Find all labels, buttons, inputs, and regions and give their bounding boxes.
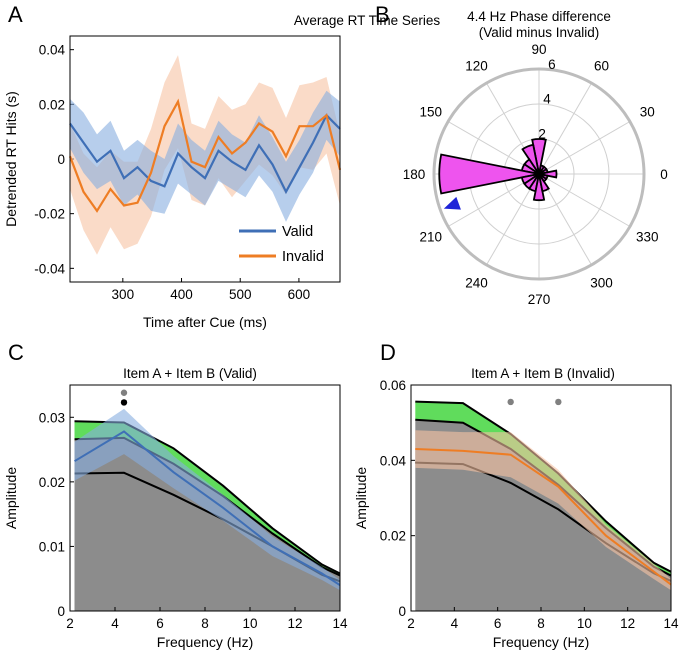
radius-tick-label: 4 [543,92,551,107]
significance-marker [120,399,128,406]
y-tick-label: 0.01 [39,539,65,554]
angle-label: 150 [419,105,442,120]
legend-invalid-label: Invalid [282,249,324,265]
angle-label: 90 [531,42,546,57]
panel-b-subtitle: (Valid minus Invalid) [479,25,600,40]
panel-a-xlabel: Time after Cue (ms) [143,314,267,330]
y-tick-label: 0.03 [39,410,65,425]
panel-d-letter: D [380,340,396,365]
y-tick-label: 0.04 [380,453,407,468]
x-tick-label: 10 [242,616,257,631]
y-tick-label: 0 [398,604,406,619]
radius-tick-label: 2 [538,126,546,141]
x-tick-label: 14 [663,616,679,631]
panel-a-letter: A [8,2,23,27]
data-error-band [415,430,671,591]
panel-a: A Average RT Time Series 300 400 500 600 -0.… [3,2,440,330]
panel-a-legend: Valid Invalid [239,224,324,265]
y-tick-label: 0.02 [39,97,65,112]
x-tick-label: 2 [66,616,74,631]
y-tick-label: 0.06 [380,378,406,393]
panel-c-title: Item A + Item B (Valid) [123,366,257,381]
polar-bar [538,173,549,181]
panel-c-xlabel: Frequency (Hz) [157,634,253,650]
panel-a-title: Average RT Time Series [294,13,441,28]
angle-label: 210 [419,230,442,245]
polar-bar [438,153,540,195]
angle-label: 180 [403,167,426,182]
panel-b-letter: B [375,2,390,27]
significance-marker [507,398,514,406]
y-tick-label: 0.02 [380,529,406,544]
x-tick-label: 4 [111,616,119,631]
angle-label: 240 [465,275,488,290]
angular-gridline [538,82,592,175]
panel-c-axes-box [69,384,341,612]
radius-tick-label: 6 [548,57,556,72]
angular-gridline [538,173,631,227]
panel-c: C Item A + Item B (Valid) 2 4 6 8 10 12 14 0 0.0… [3,340,348,650]
data-error-band [74,408,340,591]
angle-label: 270 [528,292,551,307]
angle-label: 120 [465,59,488,74]
panel-a-axes-box [69,35,341,283]
surrogate-distribution-fill [74,437,340,611]
x-tick-label: 14 [332,616,348,631]
x-tick-label: 300 [112,287,135,302]
panel-d-title: Item A + Item B (Invalid) [471,366,615,381]
x-tick-label: 6 [156,616,164,631]
x-tick-label: 12 [287,616,302,631]
angle-label: 0 [660,167,668,182]
x-tick-label: 600 [288,287,311,302]
polar-outer-ring [432,67,646,281]
angle-label: 300 [590,275,613,290]
polar-bar [538,169,558,179]
line-valid [69,113,341,195]
y-tick-label: 0 [57,152,65,167]
panel-c-letter: C [8,340,24,365]
x-tick-label: 6 [494,616,502,631]
polar-bar [532,173,546,202]
legend-valid-label: Valid [282,224,313,240]
angle-label: 30 [640,105,655,120]
band-valid [70,90,340,222]
panel-d-ylabel: Amplitude [353,467,369,529]
data-line [73,430,341,587]
data-line [415,448,672,586]
mean-phase-arrowhead [443,196,461,210]
panel-d-axes-box [410,384,672,612]
angular-gridline [538,121,631,175]
y-tick-label: 0 [57,604,65,619]
y-tick-label: -0.02 [34,207,65,222]
panel-d-xlabel: Frequency (Hz) [493,634,589,650]
y-tick-label: 0.04 [39,43,66,58]
significance-marker [120,389,128,396]
line-invalid [68,98,342,213]
x-tick-label: 4 [451,616,459,631]
panel-a-ylabel: Detrended RT Hits (s) [3,91,19,227]
x-tick-label: 8 [201,616,209,631]
x-tick-label: 2 [407,616,415,631]
x-tick-label: 500 [229,287,252,302]
panel-c-ylabel: Amplitude [3,467,19,529]
y-tick-label: -0.04 [34,261,65,276]
panel-b-title: 4.4 Hz Phase difference [467,9,611,24]
angle-label: 330 [636,230,659,245]
x-tick-label: 400 [170,287,193,302]
polar-bar [531,138,547,175]
panel-d: D Item A + Item B (Invalid) 2 4 6 8 10 12 14 0 0… [353,340,679,650]
angle-label: 60 [594,59,609,74]
x-tick-label: 12 [620,616,635,631]
x-tick-label: 10 [577,616,592,631]
significance-marker [555,398,562,406]
x-tick-label: 8 [537,616,545,631]
y-tick-label: 0.02 [39,475,65,490]
panel-b: B 4.4 Hz Phase difference (Valid minus I… [375,2,668,307]
